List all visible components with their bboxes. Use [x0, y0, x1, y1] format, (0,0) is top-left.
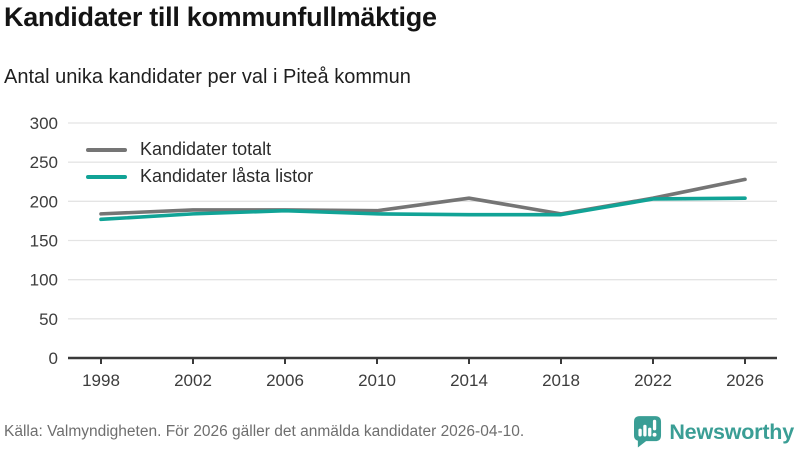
- x-axis-tick-label: 1998: [82, 371, 120, 390]
- y-axis-tick-label: 250: [30, 153, 58, 172]
- x-axis-tick-label: 2026: [726, 371, 764, 390]
- legend-label-lasta-listor: Kandidater låsta listor: [140, 166, 314, 186]
- x-axis-tick-label: 2014: [450, 371, 488, 390]
- legend: Kandidater totalt Kandidater låsta listo…: [86, 136, 313, 190]
- y-axis-tick-label: 150: [30, 232, 58, 251]
- newsworthy-logo-icon: [634, 416, 662, 448]
- newsworthy-logo-text: Newsworthy: [669, 419, 794, 444]
- line-chart: 0 50 100 150 200 250 300 1998 2002 2006 2010 2014 20…: [30, 114, 777, 390]
- y-axis-tick-label: 300: [30, 114, 58, 133]
- footer: Källa: Valmyndigheten. För 2026 gäller d…: [4, 415, 794, 449]
- legend-item-lasta-listor: Kandidater låsta listor: [86, 163, 313, 190]
- x-axis-tick-label: 2018: [542, 371, 580, 390]
- legend-swatch-total: [86, 147, 127, 152]
- x-axis-tick-label: 2010: [358, 371, 396, 390]
- newsworthy-logo: Newsworthy: [634, 416, 794, 448]
- x-axis-tick-label: 2006: [266, 371, 304, 390]
- legend-label-total: Kandidater totalt: [140, 139, 272, 159]
- chart-subtitle: Antal unika kandidater per val i Piteå k…: [4, 66, 411, 88]
- legend-swatch-lasta-listor: [86, 174, 127, 179]
- series-line-1: [99, 196, 747, 222]
- page-title: Kandidater till kommunfullmäktige: [4, 2, 437, 32]
- source-note: Källa: Valmyndigheten. För 2026 gäller d…: [4, 423, 525, 440]
- y-axis-tick-label: 100: [30, 271, 58, 290]
- y-axis-tick-label: 50: [39, 310, 58, 329]
- y-axis-tick-label: 0: [49, 349, 58, 368]
- y-axis-tick-label: 200: [30, 192, 58, 211]
- x-axis-tick-label: 2022: [634, 371, 672, 390]
- x-axis-tick-label: 2002: [174, 371, 212, 390]
- legend-item-total: Kandidater totalt: [86, 136, 313, 163]
